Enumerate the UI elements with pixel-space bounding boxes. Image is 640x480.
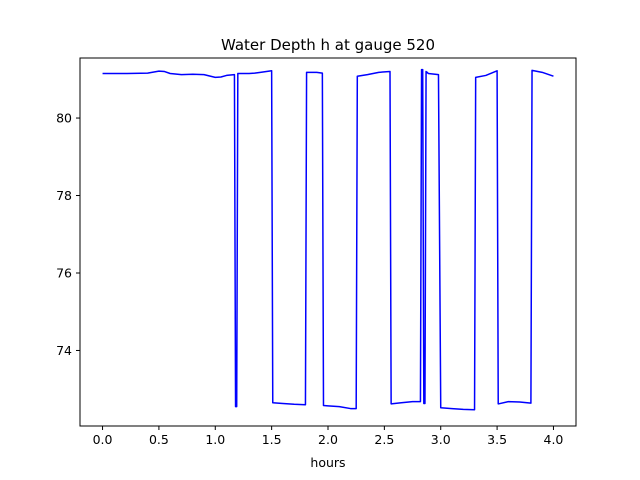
x-tick-label: 4.0 xyxy=(544,432,564,447)
x-tick-label: 0.5 xyxy=(149,432,169,447)
x-tick-label: 1.0 xyxy=(205,432,225,447)
x-tick-label: 0.0 xyxy=(93,432,113,447)
y-axis-ticks: 74 76 78 80 xyxy=(56,111,80,358)
x-axis-ticks: 0.0 0.5 1.0 1.5 2.0 2.5 3.0 3.5 4.0 xyxy=(93,426,564,447)
y-tick-label: 74 xyxy=(56,343,72,358)
x-axis-label: hours xyxy=(310,455,345,470)
y-tick-label: 78 xyxy=(56,188,72,203)
x-tick-label: 2.5 xyxy=(374,432,394,447)
y-tick-label: 80 xyxy=(56,111,72,126)
x-tick-label: 1.5 xyxy=(262,432,282,447)
series-line xyxy=(102,68,554,411)
y-tick-label: 76 xyxy=(56,265,72,280)
x-tick-label: 3.0 xyxy=(431,432,451,447)
x-tick-label: 2.0 xyxy=(318,432,338,447)
chart-title: Water Depth h at gauge 520 xyxy=(221,36,435,54)
x-tick-label: 3.5 xyxy=(487,432,507,447)
